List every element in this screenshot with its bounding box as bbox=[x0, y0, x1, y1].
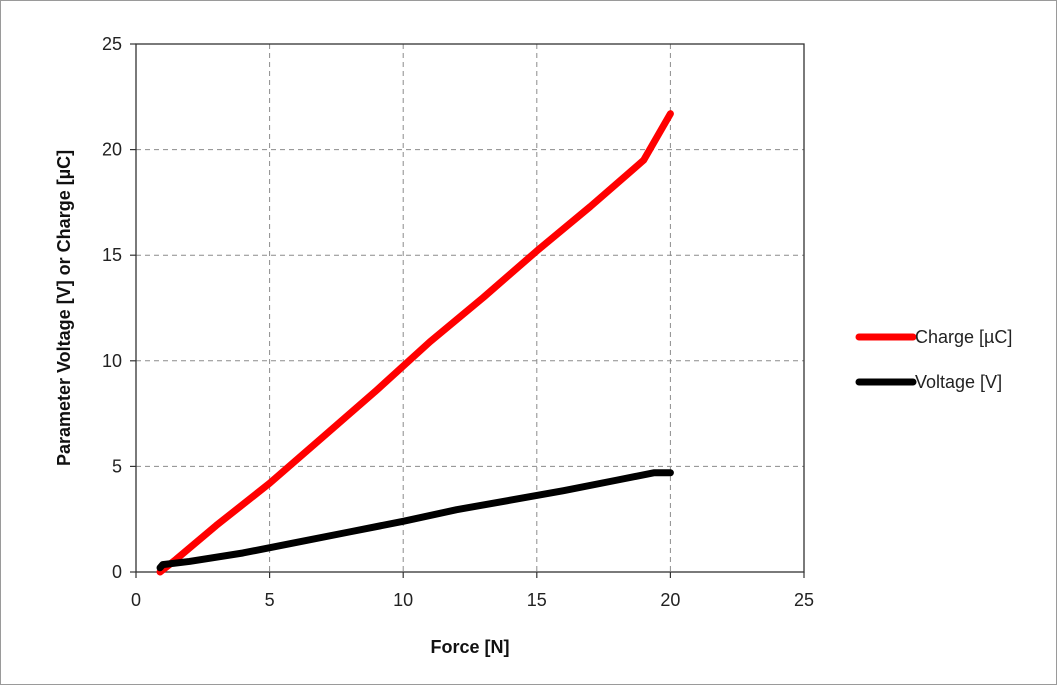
y-tick-label: 20 bbox=[102, 140, 122, 160]
x-axis-title: Force [N] bbox=[430, 637, 509, 657]
tick-labels: 0 5 10 15 20 25 0 5 10 15 20 25 bbox=[102, 34, 814, 610]
series-group bbox=[156, 110, 674, 576]
y-axis-title: Parameter Voltage [V] or Charge [µC] bbox=[54, 150, 74, 466]
grid-lines bbox=[136, 44, 804, 572]
x-tick-label: 5 bbox=[265, 590, 275, 610]
series-line-1 bbox=[156, 469, 674, 572]
x-tick-label: 15 bbox=[527, 590, 547, 610]
y-tick-label: 0 bbox=[112, 562, 122, 582]
legend-label-1: Voltage [V] bbox=[915, 372, 1002, 392]
plot-area bbox=[135, 43, 805, 573]
y-tick-label: 25 bbox=[102, 34, 122, 54]
legend-label-0: Charge [µC] bbox=[915, 327, 1012, 347]
legend: Charge [µC] Voltage [V] bbox=[855, 327, 1012, 392]
y-tick-label: 10 bbox=[102, 351, 122, 371]
series-line-0 bbox=[156, 110, 674, 576]
y-tick-label: 5 bbox=[112, 456, 122, 476]
x-tick-label: 25 bbox=[794, 590, 814, 610]
x-tick-label: 10 bbox=[393, 590, 413, 610]
y-tick-label: 15 bbox=[102, 245, 122, 265]
x-tick-label: 20 bbox=[660, 590, 680, 610]
x-tick-label: 0 bbox=[131, 590, 141, 610]
